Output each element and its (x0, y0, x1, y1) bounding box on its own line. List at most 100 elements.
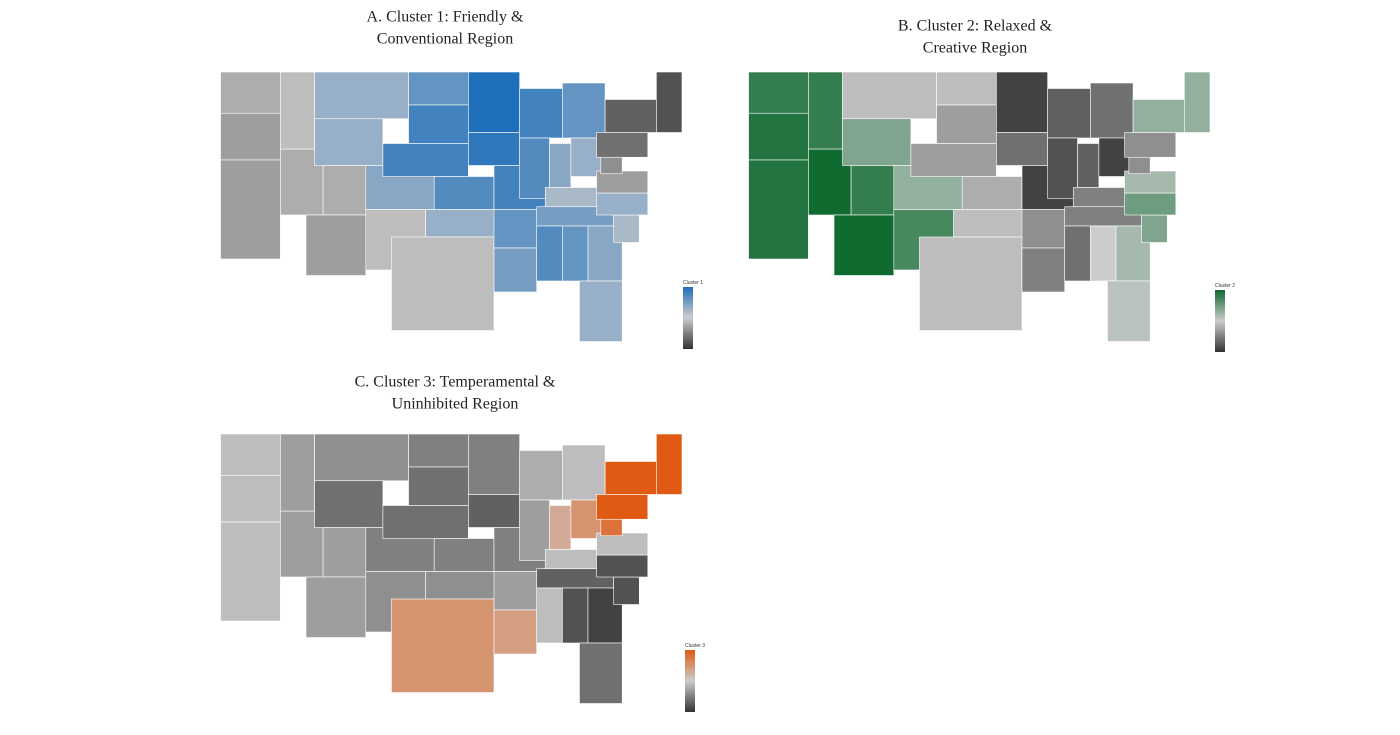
state (604, 99, 657, 133)
state (1124, 192, 1177, 216)
state (544, 549, 606, 570)
state (493, 609, 538, 655)
panel-title: B. Cluster 2: Relaxed & (898, 18, 1053, 35)
panel-title: Creative Region (923, 40, 1027, 57)
state (391, 236, 495, 331)
state (1064, 225, 1091, 282)
legend-title: Cluster 2 (1215, 283, 1235, 289)
state (280, 433, 315, 512)
state (493, 571, 538, 611)
panel-title: C. Cluster 3: Temperamental & (355, 374, 556, 391)
state (549, 143, 572, 188)
state (1090, 225, 1117, 282)
state (570, 137, 602, 177)
state (562, 444, 606, 501)
state (433, 176, 495, 210)
state (408, 104, 469, 144)
state (748, 112, 809, 161)
state (468, 433, 520, 495)
state (842, 118, 912, 166)
state (570, 499, 602, 539)
state (579, 280, 623, 342)
legend-title: Cluster 1 (683, 280, 703, 286)
state (842, 71, 937, 120)
state (1072, 187, 1134, 208)
state (936, 104, 997, 144)
state (596, 554, 649, 578)
state (493, 209, 538, 249)
state (613, 576, 640, 605)
state (408, 433, 469, 468)
state (1077, 143, 1100, 188)
state (314, 433, 409, 482)
state (425, 209, 503, 238)
state (220, 433, 281, 476)
state (468, 71, 520, 133)
state (425, 571, 503, 600)
state (748, 71, 809, 114)
map-panel: B. Cluster 2: Relaxed & Creative Region Cl… (748, 18, 1235, 352)
state (936, 71, 997, 106)
state (391, 598, 495, 693)
state (996, 132, 1048, 166)
state (656, 433, 683, 495)
state (596, 132, 649, 158)
state (314, 480, 384, 528)
state (544, 187, 606, 208)
state (519, 450, 563, 501)
state (220, 521, 281, 622)
state (433, 538, 495, 572)
state (919, 236, 1023, 331)
state (549, 505, 572, 550)
state (322, 165, 367, 216)
state (220, 71, 281, 114)
state (519, 137, 550, 199)
state (519, 88, 563, 139)
legend-title: Cluster 3 (685, 643, 705, 649)
state (1124, 132, 1177, 158)
state (1132, 99, 1185, 133)
state (1021, 209, 1066, 249)
state (613, 214, 640, 243)
state (596, 494, 649, 520)
state (1090, 82, 1134, 139)
state (468, 132, 520, 166)
state (953, 209, 1031, 238)
legend-colorbar (685, 650, 695, 712)
state (1021, 247, 1066, 293)
state (220, 159, 281, 260)
legend-colorbar (1215, 290, 1225, 352)
state (562, 225, 589, 282)
state (833, 214, 895, 276)
state (596, 532, 649, 556)
state (468, 494, 520, 528)
state (1047, 137, 1078, 199)
state (322, 527, 367, 578)
state (220, 112, 281, 161)
map-panel: A. Cluster 1: Friendly & Conventional Reg… (220, 9, 703, 349)
state (910, 143, 997, 177)
state (596, 192, 649, 216)
state (536, 587, 563, 644)
state (1124, 170, 1177, 194)
state (596, 170, 649, 194)
state (305, 214, 367, 276)
panel-title: Conventional Region (377, 31, 513, 48)
legend-colorbar (683, 287, 693, 349)
state (536, 225, 563, 282)
state (656, 71, 683, 133)
state (808, 71, 843, 150)
state (314, 71, 409, 120)
state (408, 466, 469, 506)
panel-title: Uninhibited Region (392, 396, 519, 413)
state (1107, 280, 1151, 342)
state (382, 505, 469, 539)
state (314, 118, 384, 166)
panel-title: A. Cluster 1: Friendly & (367, 9, 524, 26)
state (1184, 71, 1211, 133)
state (604, 461, 657, 495)
state (1141, 214, 1168, 243)
state (562, 82, 606, 139)
